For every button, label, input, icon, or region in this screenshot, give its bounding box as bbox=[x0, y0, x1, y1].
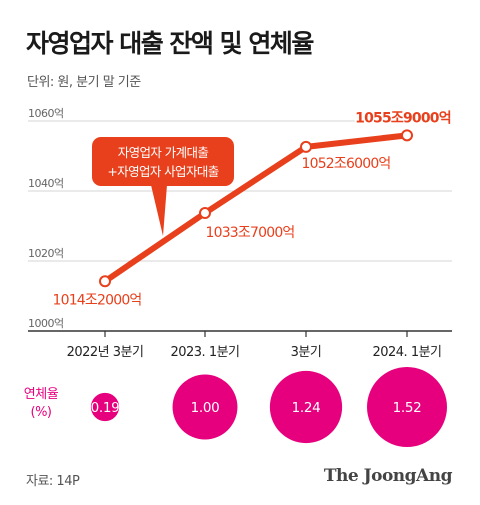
data-point bbox=[300, 140, 312, 153]
chart-title: 자영업자 대출 잔액 및 연체율 bbox=[26, 29, 314, 58]
data-label: 1014조2000억 bbox=[52, 292, 141, 308]
bubble-label: 1.52 bbox=[393, 400, 422, 416]
brand-logo: The JoongAng bbox=[323, 466, 453, 486]
bubble-label: 1.24 bbox=[292, 400, 321, 416]
source-note: 자료: 14P bbox=[26, 474, 80, 489]
x-axis: 2022년 3분기 2023. 1분기 3분기 2024. 1분기 bbox=[67, 331, 442, 360]
x-tick-label: 2023. 1분기 bbox=[170, 345, 239, 360]
data-label: 1055조9000억 bbox=[355, 110, 451, 126]
line-layer bbox=[99, 129, 413, 288]
y-tick-label: 1060억 bbox=[28, 107, 64, 120]
delinquency-rate-unit: (%) bbox=[30, 405, 53, 420]
data-point bbox=[99, 275, 111, 288]
delinquency-bubbles: 0.19 1.00 1.24 1.52 bbox=[91, 367, 447, 447]
label-layer: 1014조2000억 1033조7000억 1052조6000억 1055조9000억 bbox=[50, 108, 453, 310]
series-line bbox=[102, 132, 410, 285]
delinquency-bubble bbox=[172, 374, 238, 440]
data-point bbox=[199, 207, 211, 220]
delinquency-bubble bbox=[269, 370, 343, 444]
callout-pointer bbox=[151, 185, 167, 236]
delinquency-bubble bbox=[367, 367, 447, 447]
data-label: 1033조7000억 bbox=[205, 225, 294, 241]
unit-note: 단위: 원, 분기 말 기준 bbox=[27, 75, 141, 90]
x-tick-label: 2022년 3분기 bbox=[67, 345, 144, 360]
delinquency-bubble bbox=[90, 392, 120, 422]
x-tick-label: 2024. 1분기 bbox=[372, 345, 441, 360]
delinquency-rate-label: 연체율 bbox=[23, 387, 59, 402]
callout-text: 자영업자 가계대출 bbox=[118, 145, 209, 160]
y-tick-label: 1040억 bbox=[28, 177, 64, 190]
annotation-callout: 자영업자 가계대출 +자영업자 사업자대출 bbox=[92, 137, 234, 236]
bubble-label: 0.19 bbox=[91, 400, 120, 416]
callout-text: +자영업자 사업자대출 bbox=[107, 164, 218, 179]
data-point bbox=[401, 129, 413, 142]
grid-layer: 1000억 1020억 1040억 1060억 bbox=[28, 107, 452, 332]
data-label: 1052조6000억 bbox=[301, 156, 390, 172]
delinquency-rate-title: 연체율 (%) bbox=[16, 386, 66, 422]
callout-box bbox=[92, 137, 234, 186]
y-tick-label: 1000억 bbox=[28, 317, 64, 330]
bubble-label: 1.00 bbox=[191, 400, 220, 416]
y-tick-label: 1020억 bbox=[28, 247, 64, 260]
x-tick-label: 3분기 bbox=[291, 345, 322, 360]
